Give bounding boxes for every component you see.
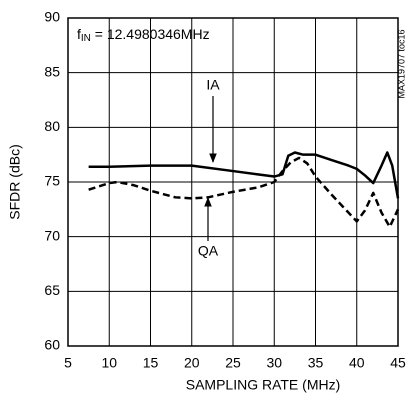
data-line xyxy=(88,156,400,229)
plot-frame xyxy=(67,17,399,347)
x-tick-label: 30 xyxy=(266,355,282,371)
data-line xyxy=(88,151,400,199)
y-axis-label: SFDR (dBc) xyxy=(7,144,23,219)
figure-id: MAX19707 toc16 xyxy=(396,29,406,98)
y-tick-label: 85 xyxy=(44,63,60,79)
y-tick-label: 65 xyxy=(44,282,60,298)
y-tick-label: 90 xyxy=(44,9,60,25)
x-tick-label: 20 xyxy=(184,355,200,371)
y-tick-label: 75 xyxy=(44,173,60,189)
x-tick-label: 25 xyxy=(225,355,241,371)
ia-label: IA xyxy=(206,77,220,93)
y-tick-label: 70 xyxy=(44,227,60,243)
annotation-sub: IN xyxy=(81,33,91,44)
x-tick-label: 5 xyxy=(64,355,72,371)
x-tick-label: 45 xyxy=(390,355,406,371)
y-tick-label: 80 xyxy=(44,118,60,134)
x-tick-label: 10 xyxy=(101,355,117,371)
annotation-f: f xyxy=(77,26,81,42)
x-tick-label: 15 xyxy=(143,355,159,371)
annotation: fIN = 12.4980346MHz xyxy=(77,26,210,44)
qa-label: QA xyxy=(198,243,219,259)
x-tick-label: 35 xyxy=(308,355,324,371)
x-tick-label: 40 xyxy=(349,355,365,371)
x-axis-label: SAMPLING RATE (MHz) xyxy=(186,377,341,393)
y-tick-label: 60 xyxy=(44,337,60,353)
